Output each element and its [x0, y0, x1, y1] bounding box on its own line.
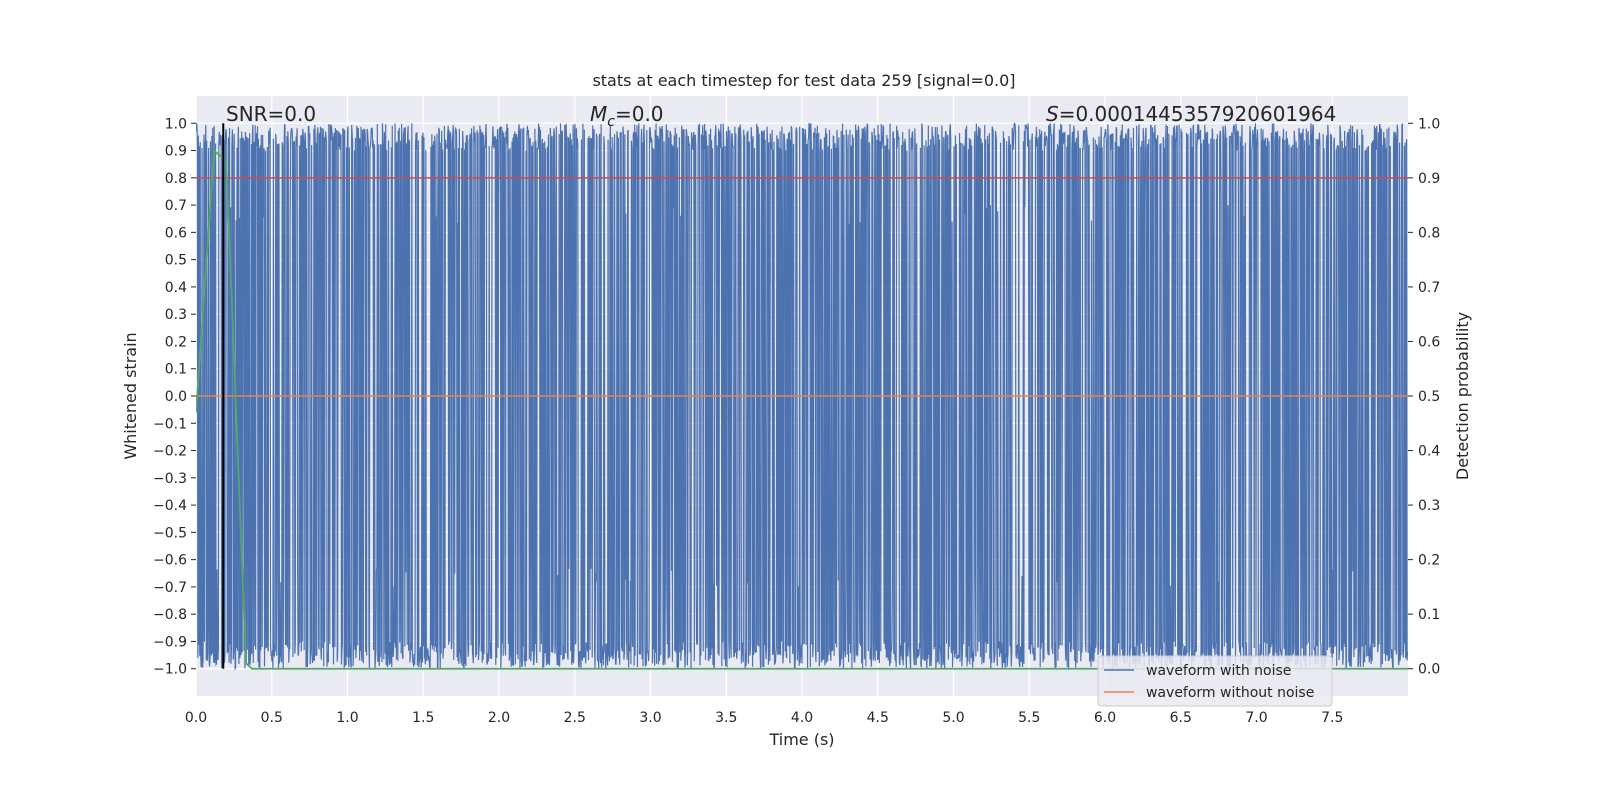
- y-tick-label: 0.8: [165, 171, 187, 187]
- x-tick-label: 2.0: [488, 710, 510, 726]
- s-annotation: S=0.0001445357920601964: [1046, 102, 1336, 126]
- y-tick-label: −0.4: [153, 498, 187, 514]
- x-tick-label: 4.5: [867, 710, 889, 726]
- x-tick-label: 0.0: [185, 710, 207, 726]
- x-tick-label: 0.5: [261, 710, 283, 726]
- y2-tick-label: 0.5: [1418, 389, 1440, 405]
- y-tick-label: 0.4: [165, 280, 187, 296]
- y-axis-ticks: 1.0 0.9 0.8 0.7 0.6 0.5 0.4 0.3 0.2 0.1 0.0 −0.1 −0.…: [153, 116, 196, 678]
- x-axis-ticks: 0.0 0.5 1.0 1.5 2.0 2.5 3.0 3.5 4.0 4.5 5.0 5.5 6.0 6…: [185, 710, 1344, 726]
- y2-tick-label: 0.1: [1418, 607, 1440, 623]
- x-tick-label: 1.0: [336, 710, 358, 726]
- x-tick-label: 2.5: [564, 710, 586, 726]
- y2-axis-ticks: 1.0 0.9 0.8 0.7 0.6 0.5 0.4 0.3 0.2 0.1 0.0: [1408, 116, 1440, 678]
- y2-tick-label: 0.7: [1418, 280, 1440, 296]
- y-tick-label: 0.9: [165, 144, 187, 160]
- y-tick-label: −0.2: [153, 444, 187, 460]
- mc-annotation: Mc=0.0: [590, 102, 664, 130]
- y2-tick-label: 0.6: [1418, 334, 1440, 350]
- y-tick-label: 0.0: [165, 389, 187, 405]
- y-tick-label: 0.5: [165, 253, 187, 269]
- y-tick-label: 0.7: [165, 198, 187, 214]
- x-tick-label: 7.0: [1245, 710, 1267, 726]
- s-value: =0.0001445357920601964: [1059, 102, 1337, 126]
- mc-subscript: c: [607, 114, 615, 130]
- x-tick-label: 7.5: [1321, 710, 1343, 726]
- x-tick-label: 5.5: [1018, 710, 1040, 726]
- y-tick-label: −1.0: [153, 662, 187, 678]
- y2-tick-label: 0.0: [1418, 662, 1440, 678]
- y-tick-label: 0.1: [165, 362, 187, 378]
- y2-axis-label: Detection probability: [1453, 312, 1472, 480]
- y-tick-label: 0.2: [165, 334, 187, 350]
- legend: waveform with noise waveform without noi…: [1097, 655, 1333, 707]
- y-tick-label: −0.6: [153, 553, 187, 569]
- detection-probability-line: [196, 148, 1408, 670]
- snr-annotation: SNR=0.0: [226, 102, 316, 126]
- x-tick-label: 3.5: [715, 710, 737, 726]
- legend-box: [1097, 655, 1333, 707]
- y2-tick-label: 0.8: [1418, 225, 1440, 241]
- y2-tick-label: 0.3: [1418, 498, 1440, 514]
- y-tick-label: −0.3: [153, 471, 187, 487]
- chart-title: stats at each timestep for test data 259…: [592, 71, 1015, 90]
- mc-symbol: M: [590, 102, 607, 126]
- y2-tick-label: 0.4: [1418, 444, 1440, 460]
- x-axis-label: Time (s): [768, 730, 834, 749]
- y-tick-label: −0.5: [153, 525, 187, 541]
- y-tick-label: −0.9: [153, 634, 187, 650]
- legend-label-noise: waveform with noise: [1146, 663, 1291, 679]
- y-tick-label: −0.7: [153, 580, 187, 596]
- legend-label-clean: waveform without noise: [1146, 685, 1314, 701]
- y-axis-label: Whitened strain: [121, 332, 140, 459]
- y-tick-label: −0.1: [153, 416, 187, 432]
- x-tick-label: 3.0: [639, 710, 661, 726]
- x-tick-label: 6.0: [1094, 710, 1116, 726]
- waveform-with-noise-line: [196, 122, 1408, 671]
- mc-value: =0.0: [615, 102, 664, 126]
- x-tick-label: 5.0: [942, 710, 964, 726]
- s-symbol: S: [1046, 102, 1059, 126]
- x-tick-label: 6.5: [1170, 710, 1192, 726]
- x-tick-label: 1.5: [412, 710, 434, 726]
- y2-tick-label: 1.0: [1418, 116, 1440, 132]
- y2-tick-label: 0.2: [1418, 553, 1440, 569]
- x-tick-label: 4.0: [791, 710, 813, 726]
- y-tick-label: −0.8: [153, 607, 187, 623]
- y-tick-label: 1.0: [165, 116, 187, 132]
- y-tick-label: 0.6: [165, 225, 187, 241]
- y-tick-label: 0.3: [165, 307, 187, 323]
- y2-tick-label: 0.9: [1418, 171, 1440, 187]
